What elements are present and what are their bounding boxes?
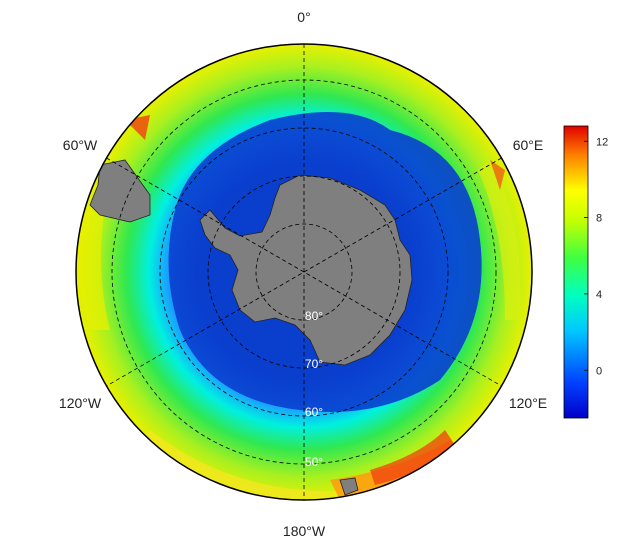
lat-label-70: 70° (305, 357, 323, 371)
lat-label-60: 60° (305, 405, 323, 419)
lon-label-120e: 120°E (509, 395, 547, 411)
warm-band-right (478, 160, 521, 320)
lon-label-0: 0° (297, 9, 310, 25)
colorbar-tick-label: 8 (596, 213, 602, 225)
lon-label-60w: 60°W (63, 137, 98, 153)
colorbar-gradient (563, 125, 589, 419)
south-america-land (89, 159, 151, 223)
colorbar-tick-label: 12 (596, 136, 608, 148)
lon-label-120w: 120°W (59, 395, 102, 411)
colorbar-tick-label: 0 (596, 365, 602, 377)
graticule (106, 44, 502, 500)
hottest-band (370, 430, 455, 485)
lon-label-180w: 180°W (283, 523, 326, 539)
lon-label-60e: 60°E (513, 137, 544, 153)
colorbar-ticks: 12 8 4 0 (584, 136, 608, 377)
hot-patch-ne (490, 160, 505, 190)
map-frame (75, 43, 533, 501)
new-zealand-land (339, 477, 359, 496)
lat-label-80: 80° (305, 309, 323, 323)
warm-band-left (76, 200, 110, 330)
lat-circle-80 (255, 223, 353, 321)
meridian-60e-120w (106, 157, 502, 387)
colorbar-tick-label: 4 (596, 289, 602, 301)
colorbar: 12 8 4 0 (563, 125, 608, 419)
meridian-60w-120e (106, 157, 502, 387)
lat-label-50: 50° (305, 455, 323, 469)
